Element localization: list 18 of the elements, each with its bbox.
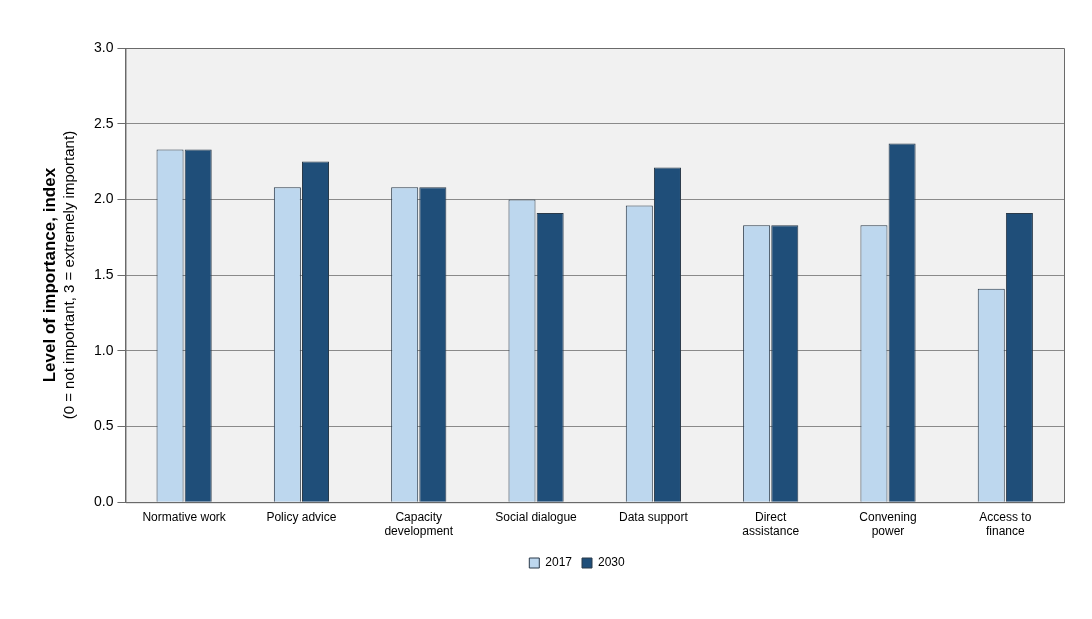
y-tick-label: 0.0 bbox=[93, 493, 114, 510]
y-axis-title: Level of importance, index (0 = not important, 3 = extremely important) bbox=[39, 130, 78, 420]
legend-label: 2030 bbox=[598, 555, 626, 570]
x-tick-label: Direct assistance bbox=[742, 509, 800, 539]
x-tick-label: Policy advice bbox=[266, 509, 337, 524]
x-tick-label: Access to finance bbox=[979, 509, 1032, 539]
x-tick-label: Normative work bbox=[142, 509, 227, 524]
y-tick-label: 2.5 bbox=[93, 114, 114, 131]
x-tick-label: Data support bbox=[619, 509, 689, 524]
x-tick-label: Capacity development bbox=[384, 509, 454, 539]
y-tick-label: 2.0 bbox=[93, 190, 114, 207]
y-tick-label: 1.5 bbox=[93, 265, 114, 282]
y-tick-label: 1.0 bbox=[93, 341, 114, 358]
y-tick-label: 0.5 bbox=[93, 417, 114, 434]
x-tick-label: Social dialogue bbox=[495, 509, 578, 524]
legend-label: 2017 bbox=[545, 555, 573, 570]
x-tick-label: Convening power bbox=[859, 509, 917, 539]
y-tick-label: 3.0 bbox=[93, 38, 114, 55]
